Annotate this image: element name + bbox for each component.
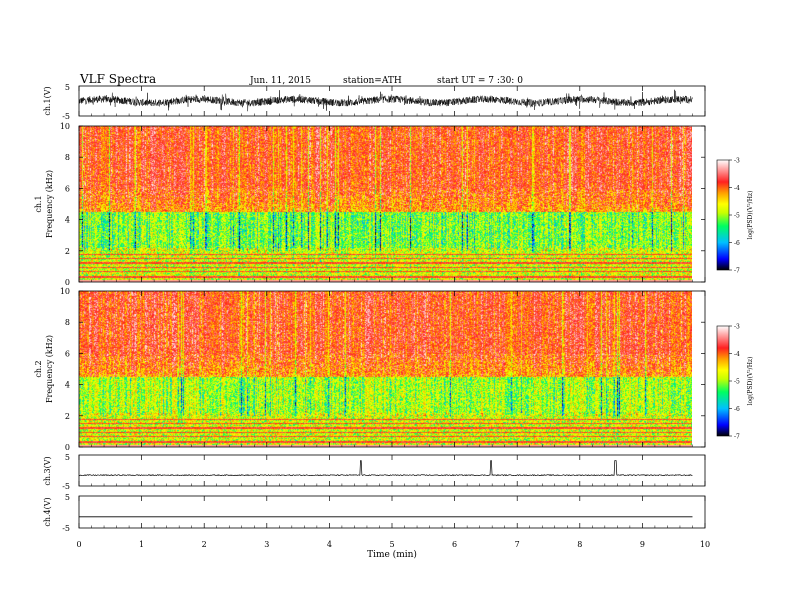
ch2-spectrogram-ylabel: ch.2 Frequency (kHz): [34, 335, 54, 403]
ch1-spectrogram-ylabel: ch.1 Frequency (kHz): [34, 170, 54, 238]
ch4-waveform-ylabel: ch.4(V): [43, 497, 52, 526]
colorbar-tick-label: -7: [734, 434, 740, 441]
colorbar-ch2: -3 -4 -5 -6 -7 log(PSD)(V²/Hz): [716, 324, 754, 441]
colorbar-ch2-ticks: -3 -4 -5 -6 -7: [729, 324, 740, 441]
frequency-tick-label: 4: [65, 381, 70, 390]
spectrogram-ch2-image: [79, 291, 692, 447]
ch3-waveform-trace: [78, 460, 693, 477]
frequency-tick-label: 6: [65, 184, 70, 193]
ch4-ytick-neg5: -5: [62, 524, 70, 533]
ch2-frequency-label: Frequency (kHz): [45, 335, 54, 403]
time-tick-label: 4: [327, 540, 332, 549]
colorbar-tick-label: -5: [734, 213, 740, 220]
frequency-tick-label: 8: [65, 153, 70, 162]
ch1-channel-label: ch.1: [34, 195, 43, 212]
frequency-tick-label: 2: [65, 247, 70, 256]
colorbar-tick-label: -5: [734, 379, 740, 386]
ch1-frequency-ticks: 10 8 6 4 2 0: [60, 122, 705, 287]
panel-ch1-spectrogram: [78, 125, 706, 283]
ch3-waveform-ylabel: ch.3(V): [43, 456, 52, 485]
colorbar-ch1: -3 -4 -5 -6 -7 log(PSD)(V²/Hz): [716, 158, 754, 275]
time-axis-ticks: 0 1 2 3 4 5 6 7 8 9 10: [76, 86, 710, 549]
time-tick-label: 5: [389, 540, 394, 549]
ch1-waveform-ylabel: ch.1(V): [43, 86, 52, 115]
ch1-ytick-neg5: -5: [62, 112, 70, 121]
colorbar-tick-label: -6: [734, 406, 740, 413]
time-tick-label: 0: [76, 540, 81, 549]
time-axis-label: Time (min): [367, 549, 417, 560]
colorbar-tick-label: -3: [734, 324, 740, 331]
spectrogram-ch1-image: [79, 126, 692, 282]
colorbar-ch2-gradient: [716, 325, 730, 437]
colorbar-tick-label: -3: [734, 158, 740, 165]
colorbar-ch1-ticks: -3 -4 -5 -6 -7: [729, 158, 740, 275]
time-tick-label: 2: [202, 540, 207, 549]
time-tick-label: 9: [640, 540, 645, 549]
ch2-frequency-ticks: 10 8 6 4 2 0: [60, 287, 705, 452]
frequency-tick-label: 4: [65, 216, 70, 225]
time-tick-label: 10: [700, 540, 710, 549]
ch1-waveform-trace: [78, 89, 693, 112]
station-label: station=ATH: [343, 76, 402, 86]
colorbar-tick-label: -4: [734, 185, 740, 192]
frequency-tick-label: 0: [65, 278, 70, 287]
ch1-frequency-label: Frequency (kHz): [45, 170, 54, 238]
frequency-tick-label: 0: [65, 443, 70, 452]
colorbar-ch1-label: log(PSD)(V²/Hz): [747, 191, 754, 240]
ch3-ytick-neg5: -5: [62, 482, 70, 491]
colorbar-tick-label: -7: [734, 268, 740, 275]
frequency-tick-label: 6: [65, 349, 70, 358]
date-label: Jun. 11, 2015: [249, 76, 311, 86]
colorbar-ch2-label: log(PSD)(V²/Hz): [747, 357, 754, 406]
ch1-ytick-5: 5: [65, 83, 70, 92]
frequency-tick-label: 10: [60, 122, 70, 131]
colorbar-ch1-gradient: [716, 159, 730, 271]
frequency-tick-label: 8: [65, 318, 70, 327]
time-tick-label: 7: [515, 540, 520, 549]
panel-ch2-spectrogram: [78, 290, 706, 448]
ch3-ytick-5: 5: [65, 453, 70, 462]
ch4-ytick-5: 5: [65, 493, 70, 502]
colorbar-tick-label: -4: [734, 351, 740, 358]
colorbar-tick-label: -6: [734, 240, 740, 247]
frequency-tick-label: 10: [60, 287, 70, 296]
figure-title: VLF Spectra: [79, 72, 156, 86]
start-time-label: start UT = 7 :30: 0: [437, 76, 523, 86]
time-tick-label: 1: [139, 540, 144, 549]
time-tick-label: 8: [577, 540, 582, 549]
time-tick-label: 6: [452, 540, 457, 549]
time-tick-label: 3: [264, 540, 269, 549]
ch2-channel-label: ch.2: [34, 360, 43, 377]
frequency-tick-label: 2: [65, 412, 70, 421]
